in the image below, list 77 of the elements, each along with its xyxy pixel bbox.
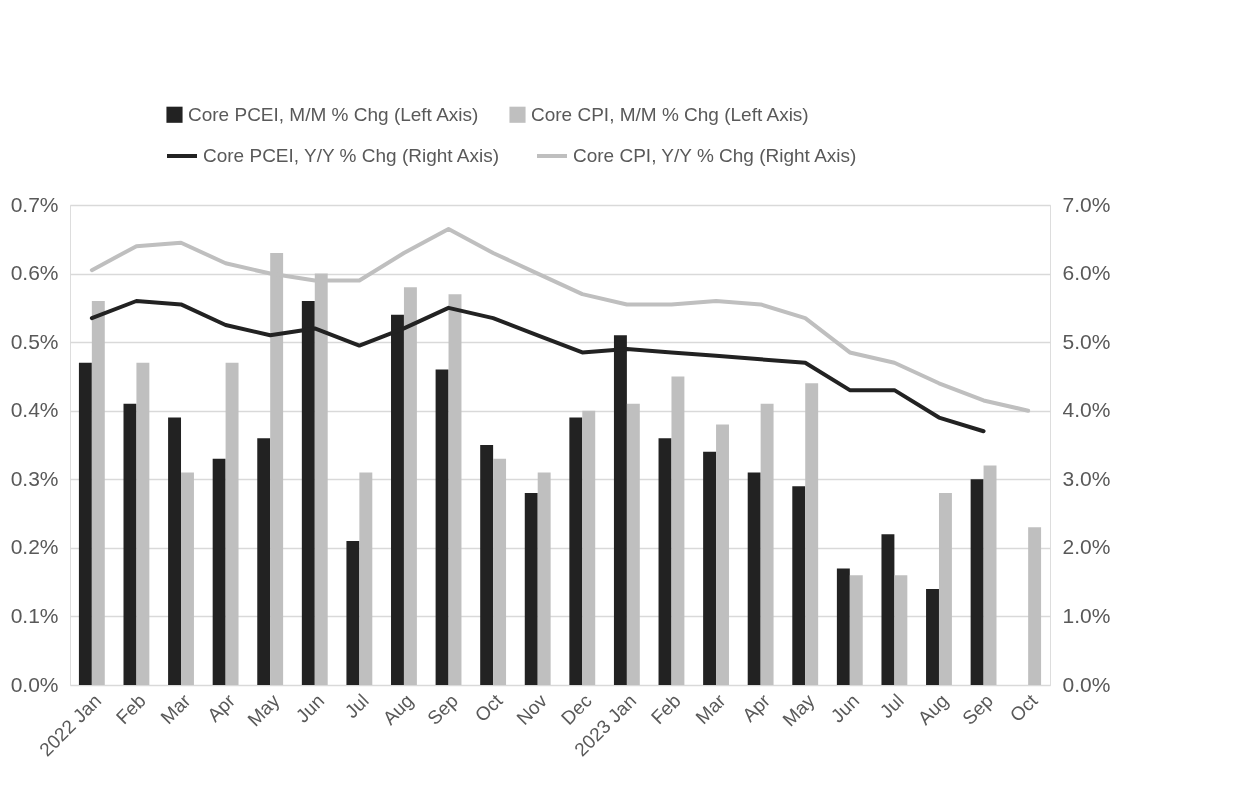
x-tick-label: Mar — [691, 689, 730, 729]
y-tick-label: 0.1% — [10, 603, 59, 627]
bar — [938, 493, 952, 685]
x-tick-label: Apr — [203, 689, 240, 726]
bar — [582, 410, 596, 685]
bar — [658, 438, 672, 685]
bar — [537, 472, 551, 685]
x-tick-label: Oct — [1005, 689, 1043, 726]
bar — [805, 383, 819, 685]
x-tick-label: Feb — [111, 690, 150, 729]
x-tick-label: Sep — [423, 690, 462, 729]
legend-label: Core CPI, M/M % Chg (Left Axis) — [531, 103, 809, 125]
bar — [894, 575, 908, 685]
x-tick-label: Sep — [958, 690, 997, 729]
bar — [792, 486, 806, 685]
x-tick-label: Aug — [913, 690, 953, 729]
y2-tick-label: 7.0% — [1062, 192, 1111, 216]
bar — [716, 424, 729, 685]
bar — [626, 403, 640, 685]
x-tick-label: May — [778, 689, 819, 731]
y2-tick-label: 5.0% — [1062, 329, 1111, 353]
x-tick-label: Aug — [378, 690, 418, 729]
bar — [983, 465, 997, 685]
y-tick-label: 0.7% — [10, 192, 59, 216]
y-tick-label: 0.6% — [10, 261, 59, 285]
x-tick-label: Apr — [738, 689, 775, 726]
bar — [480, 445, 494, 685]
bar — [881, 534, 895, 685]
x-tick-label: Jun — [291, 690, 329, 727]
bar — [1028, 527, 1042, 685]
bar — [435, 369, 449, 685]
bar — [403, 287, 417, 685]
y2-tick-label: 2.0% — [1062, 535, 1111, 559]
bar — [524, 493, 538, 685]
bar — [181, 472, 194, 685]
legend-label: Core PCEI, M/M % Chg (Left Axis) — [188, 103, 479, 125]
x-tick-label: Mar — [156, 689, 195, 729]
x-tick-label: Feb — [646, 690, 685, 729]
bar — [359, 472, 373, 685]
legend-label: Core PCEI, Y/Y % Chg (Right Axis) — [203, 145, 500, 166]
bar — [123, 403, 137, 685]
y2-tick-label: 1.0% — [1062, 603, 1111, 627]
bar — [836, 568, 850, 685]
bar — [346, 541, 360, 685]
bar — [703, 451, 717, 685]
x-tick-label: May — [243, 689, 284, 731]
bar — [212, 458, 226, 685]
x-tick-label: Oct — [470, 689, 508, 726]
bar — [78, 362, 92, 685]
bar — [91, 301, 105, 685]
y2-tick-label: 3.0% — [1062, 466, 1111, 490]
y2-tick-label: 0.0% — [1062, 672, 1111, 696]
y-tick-label: 0.4% — [10, 398, 59, 422]
bar — [448, 294, 462, 685]
bar — [257, 438, 271, 685]
bar — [168, 417, 182, 685]
bar — [760, 403, 774, 685]
bar — [747, 472, 761, 685]
x-tick-label: Jul — [875, 690, 908, 723]
y-tick-label: 0.0% — [10, 672, 59, 696]
x-tick-label: Jul — [340, 690, 373, 723]
legend-label: Core CPI, Y/Y % Chg (Right Axis) — [573, 145, 857, 166]
bar — [926, 589, 939, 685]
bar — [225, 362, 239, 685]
y-tick-label: 0.5% — [10, 329, 59, 353]
y-tick-label: 0.2% — [10, 535, 59, 559]
x-tick-label: Jun — [826, 690, 864, 727]
bar — [849, 575, 863, 685]
y-tick-label: 0.3% — [10, 466, 59, 490]
y2-tick-label: 4.0% — [1062, 398, 1111, 422]
bar — [970, 479, 984, 685]
y2-tick-label: 6.0% — [1062, 261, 1111, 285]
bar — [493, 458, 507, 685]
x-tick-label: Nov — [512, 689, 552, 729]
bar — [136, 362, 150, 685]
bar — [569, 417, 583, 685]
bar — [671, 376, 685, 685]
